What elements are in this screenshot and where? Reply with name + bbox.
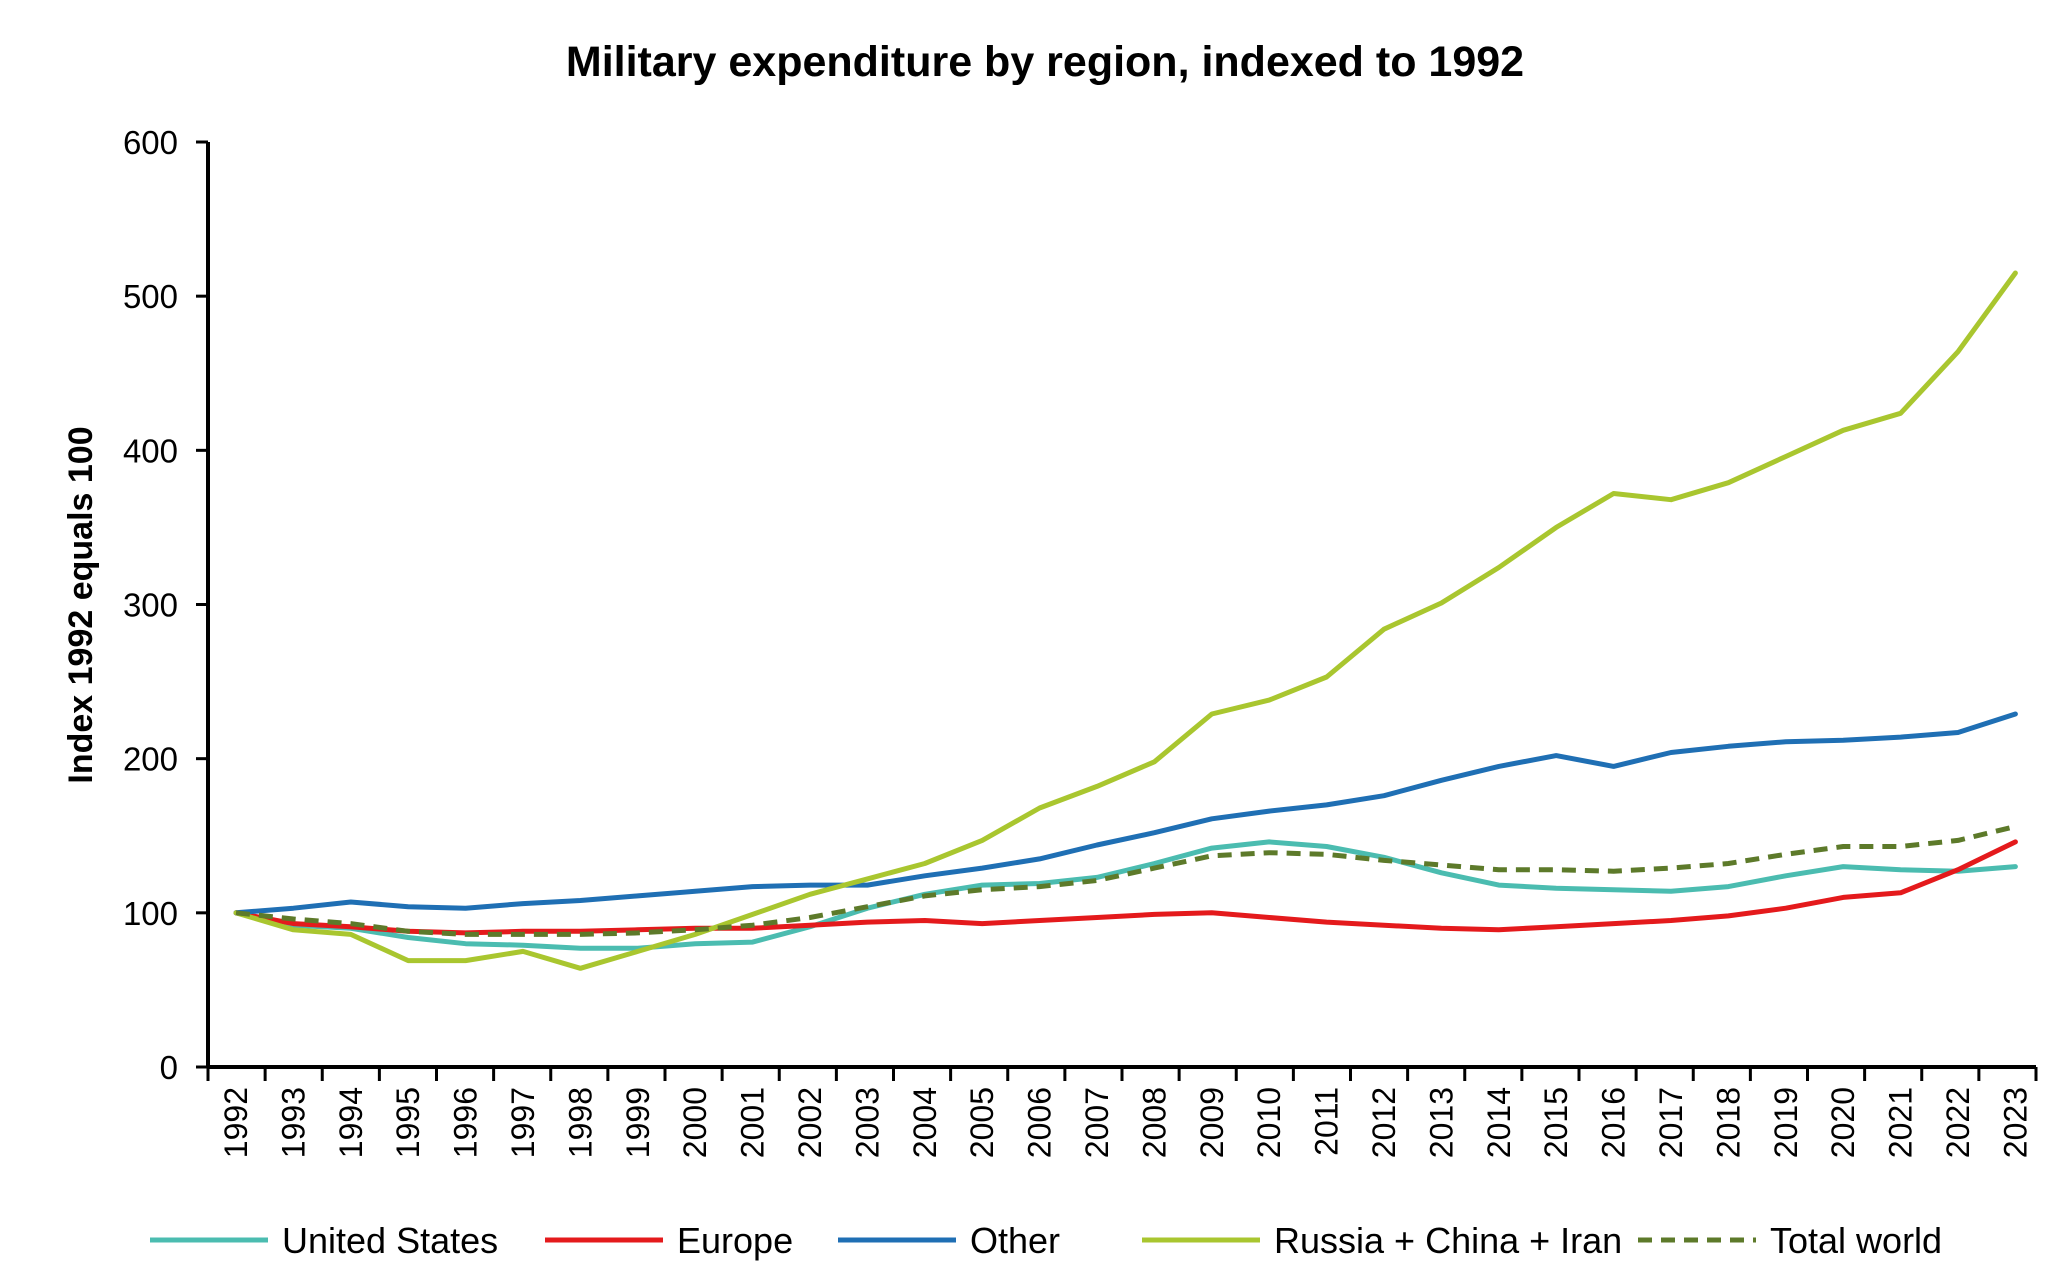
legend-label: United States [282,1220,498,1261]
x-tick-label: 1996 [448,1087,484,1158]
y-tick-label: 300 [123,587,178,624]
legend-label: Russia + China + Iran [1274,1220,1622,1261]
x-tick-label: 2007 [1079,1087,1115,1158]
plot-area: 0 100 200 300 400 500 600 1992 1993 1994 1995 1996 1… [123,124,2038,1158]
x-tick-label: 2019 [1768,1087,1804,1158]
x-tick-label: 2015 [1538,1087,1574,1158]
y-axis-label: Index 1992 equals 100 [62,426,100,783]
x-tick-label: 1993 [275,1087,311,1158]
x-tick-label: 2010 [1251,1087,1287,1158]
x-tick-label: 2012 [1366,1087,1402,1158]
x-tick-label: 2021 [1883,1087,1919,1158]
x-tick-label: 2013 [1423,1087,1459,1158]
series-line-other [233,711,2018,916]
series-line-europe [233,839,2018,936]
x-tick-label: 1995 [390,1087,426,1158]
y-tick-label: 500 [123,278,178,315]
legend-label: Europe [677,1220,793,1261]
x-tick-label: 2001 [735,1087,771,1158]
x-tick-label: 2002 [792,1087,828,1158]
x-tick-label: 2011 [1309,1087,1345,1156]
x-tick-label: 2018 [1710,1087,1746,1158]
y-tick-label: 600 [123,124,178,161]
x-tick-label: 1997 [505,1087,541,1158]
x-tick-label: 2006 [1022,1087,1058,1158]
x-tick-label: 2014 [1481,1087,1517,1158]
x-tick-label: 1994 [333,1087,369,1158]
x-tick-label: 2005 [964,1087,1000,1158]
x-tick-label: 2020 [1825,1087,1861,1158]
y-tick-label: 400 [123,432,178,469]
x-tick-label: 2003 [849,1087,885,1158]
legend: United States Europe Other Russia + China +… [150,1220,1942,1261]
x-tick-label: 2008 [1136,1087,1172,1158]
y-tick-label: 0 [160,1049,178,1086]
series-line-russia-china-iran [233,270,2018,971]
x-tick-label: 2004 [907,1087,943,1158]
x-tick-label: 2022 [1940,1087,1976,1158]
legend-label: Total world [1770,1220,1942,1261]
x-tick-label: 2016 [1596,1087,1632,1158]
legend-label: Other [970,1220,1060,1261]
x-tick-label: 1992 [218,1087,254,1158]
x-tick-label: 2009 [1194,1087,1230,1158]
y-tick-label: 200 [123,741,178,778]
chart-title: Military expenditure by region, indexed … [566,38,1524,86]
x-tick-label: 2023 [1997,1087,2033,1158]
y-tick-label: 100 [123,895,178,932]
x-tick-label: 1999 [620,1087,656,1158]
x-tick-label: 2000 [677,1087,713,1158]
x-tick-label: 2017 [1653,1087,1689,1158]
series-line-united-states [233,839,2018,951]
x-tick-label: 1998 [562,1087,598,1158]
